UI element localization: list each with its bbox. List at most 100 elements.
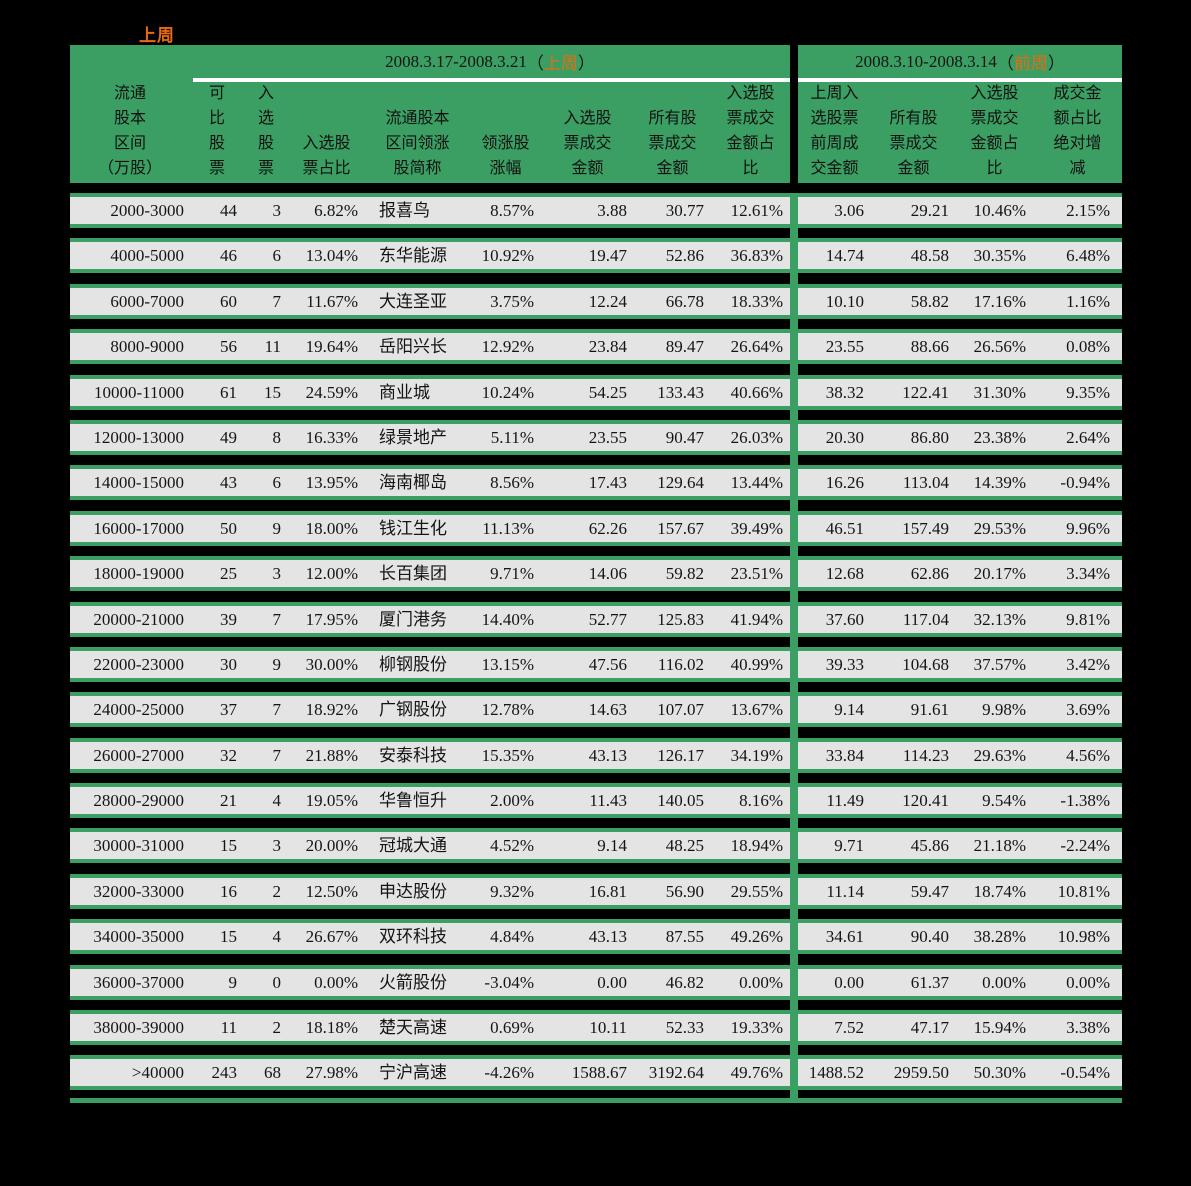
cell: 56.90: [634, 877, 711, 905]
cell: 3.06: [798, 197, 871, 224]
cell: 18.92%: [288, 696, 365, 724]
cell: 56: [190, 333, 244, 361]
cell: 双环科技: [365, 923, 470, 951]
cell: 23.55: [541, 423, 634, 451]
column-header-7: 入选股 票成交 金额: [563, 110, 612, 177]
cell: 34.19%: [711, 741, 790, 769]
cell: 52.33: [634, 1014, 711, 1042]
column-headers-left: 流通 股本 区间 （万股） 可 比 股 票 入 选 股 票入选股 票占比 流通股本 区…: [70, 82, 790, 183]
cell: -1.38%: [1033, 787, 1122, 815]
cell: 34.61: [798, 923, 871, 951]
cell: 9.96%: [1033, 514, 1122, 542]
cell: 20.00%: [288, 832, 365, 860]
header-group-prev-week: 2008.3.10-2008.3.14 （前周） 上周入 选股票 前周成 交金额所…: [798, 45, 1122, 183]
paren-close: ）: [577, 54, 595, 73]
cell: 8.57%: [470, 197, 541, 224]
column-header-11: 所有股 票成交 金额: [889, 110, 938, 177]
cell: 107.07: [634, 696, 711, 724]
cell: 9.81%: [1033, 605, 1122, 633]
cell: 23.55: [798, 333, 871, 361]
cell: 37: [190, 696, 244, 724]
cell: 商业城: [365, 378, 470, 406]
date-range-text: 2008.3.17-2008.3.21: [385, 51, 527, 71]
cell: 59.82: [634, 560, 711, 588]
cell: 12.24: [541, 287, 634, 315]
cell: 46.82: [634, 968, 711, 996]
cell: 24.59%: [288, 378, 365, 406]
cell: 20000-21000: [70, 605, 190, 633]
cell: 冠城大通: [365, 832, 470, 860]
column-header-4: 入选股 票占比: [302, 135, 351, 177]
cell: 0.00: [798, 968, 871, 996]
cell: 19.64%: [288, 333, 365, 361]
table-row: 38000-39000 11 2 18.18% 楚天高速 0.69% 10.11 52.33 1…: [70, 1010, 1122, 1046]
cell: -3.04%: [470, 968, 541, 996]
cell: 58.82: [871, 287, 956, 315]
cell: 29.21: [871, 197, 956, 224]
cell: 20.17%: [956, 560, 1033, 588]
column-header-1: 流通 股本 区间 （万股）: [97, 85, 162, 177]
cell: 1488.52: [798, 1059, 871, 1087]
cell: 43.13: [541, 741, 634, 769]
cell: 15: [244, 378, 288, 406]
cell: 30000-31000: [70, 832, 190, 860]
cell: 2.64%: [1033, 423, 1122, 451]
cell: 6: [244, 242, 288, 270]
cell: 0.08%: [1033, 333, 1122, 361]
cell: 15.35%: [470, 741, 541, 769]
cell: 48.58: [871, 242, 956, 270]
cell: 133.43: [634, 378, 711, 406]
cell: 0.00%: [711, 968, 790, 996]
cell: 12000-13000: [70, 423, 190, 451]
table-row: 8000-9000 56 11 19.64% 岳阳兴长 12.92% 23.84 89.47 2…: [70, 329, 1122, 365]
table-row: 32000-33000 16 2 12.50% 申达股份 9.32% 16.81 56.90 2…: [70, 873, 1122, 909]
cell: 46: [190, 242, 244, 270]
cell: >40000: [70, 1059, 190, 1087]
cell: 华鲁恒升: [365, 787, 470, 815]
cell: 17.95%: [288, 605, 365, 633]
cell: 0.00%: [956, 968, 1033, 996]
cell: 10.81%: [1033, 877, 1122, 905]
period-label: 上周: [543, 54, 578, 73]
cell: 50.30%: [956, 1059, 1033, 1087]
cell: 6000-7000: [70, 287, 190, 315]
column-headers-right: 上周入 选股票 前周成 交金额 所有股 票成交 金额 入选股 票成交 金额占 比成交…: [798, 82, 1122, 183]
cell: -0.54%: [1033, 1059, 1122, 1087]
cell: 12.50%: [288, 877, 365, 905]
cell: 11: [190, 1014, 244, 1042]
cell: 47.17: [871, 1014, 956, 1042]
cell: 52.77: [541, 605, 634, 633]
cell: 120.41: [871, 787, 956, 815]
cell: 21.18%: [956, 832, 1033, 860]
cell: 36000-37000: [70, 968, 190, 996]
cell: 2959.50: [871, 1059, 956, 1087]
cell: 9.14: [541, 832, 634, 860]
cell: 2.15%: [1033, 197, 1122, 224]
cell: 126.17: [634, 741, 711, 769]
cell: 38.32: [798, 378, 871, 406]
cell: 129.64: [634, 469, 711, 497]
cell: 26.64%: [711, 333, 790, 361]
cell: 23.51%: [711, 560, 790, 588]
group-divider-segment: [790, 741, 798, 769]
cell: 47.56: [541, 650, 634, 678]
cell: 10.98%: [1033, 923, 1122, 951]
cell: 30.00%: [288, 650, 365, 678]
cell: 3: [244, 197, 288, 224]
cell: 申达股份: [365, 877, 470, 905]
group-divider-segment: [790, 605, 798, 633]
table-row: 26000-27000 32 7 21.88% 安泰科技 15.35% 43.13 126.1…: [70, 737, 1122, 773]
header-separator-line: [193, 78, 790, 82]
cell: 29.63%: [956, 741, 1033, 769]
cell: 30.77: [634, 197, 711, 224]
cell: 15.94%: [956, 1014, 1033, 1042]
cell: 16.81: [541, 877, 634, 905]
cell: 12.00%: [288, 560, 365, 588]
table-row: 16000-17000 50 9 18.00% 钱江生化 11.13% 62.26 157.6…: [70, 510, 1122, 546]
table-row: 36000-37000 9 0 0.00% 火箭股份 -3.04% 0.00 46.82 0.0…: [70, 964, 1122, 1000]
cell: 大连圣亚: [365, 287, 470, 315]
cell: 38.28%: [956, 923, 1033, 951]
table-row: 28000-29000 21 4 19.05% 华鲁恒升 2.00% 11.43 140.05…: [70, 783, 1122, 819]
table-row: 18000-19000 25 3 12.00% 长百集团 9.71% 14.06 59.82 2…: [70, 556, 1122, 592]
group-divider-segment: [790, 696, 798, 724]
